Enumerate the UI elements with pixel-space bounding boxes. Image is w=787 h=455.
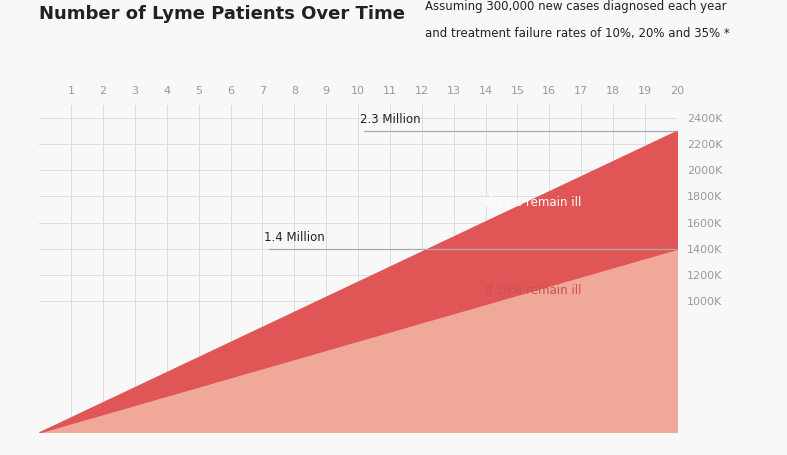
Text: 1.4 Million: 1.4 Million [264, 231, 325, 244]
Text: and treatment failure rates of 10%, 20% and 35% *: and treatment failure rates of 10%, 20% … [425, 27, 730, 40]
Text: Assuming 300,000 new cases diagnosed each year: Assuming 300,000 new cases diagnosed eac… [425, 0, 726, 13]
Text: 2.3 Million: 2.3 Million [360, 113, 420, 126]
Text: Number of Lyme Patients Over Time: Number of Lyme Patients Over Time [39, 5, 405, 23]
Text: If 35% remain ill: If 35% remain ill [486, 197, 582, 209]
Text: If 20% remain ill: If 20% remain ill [485, 284, 582, 297]
